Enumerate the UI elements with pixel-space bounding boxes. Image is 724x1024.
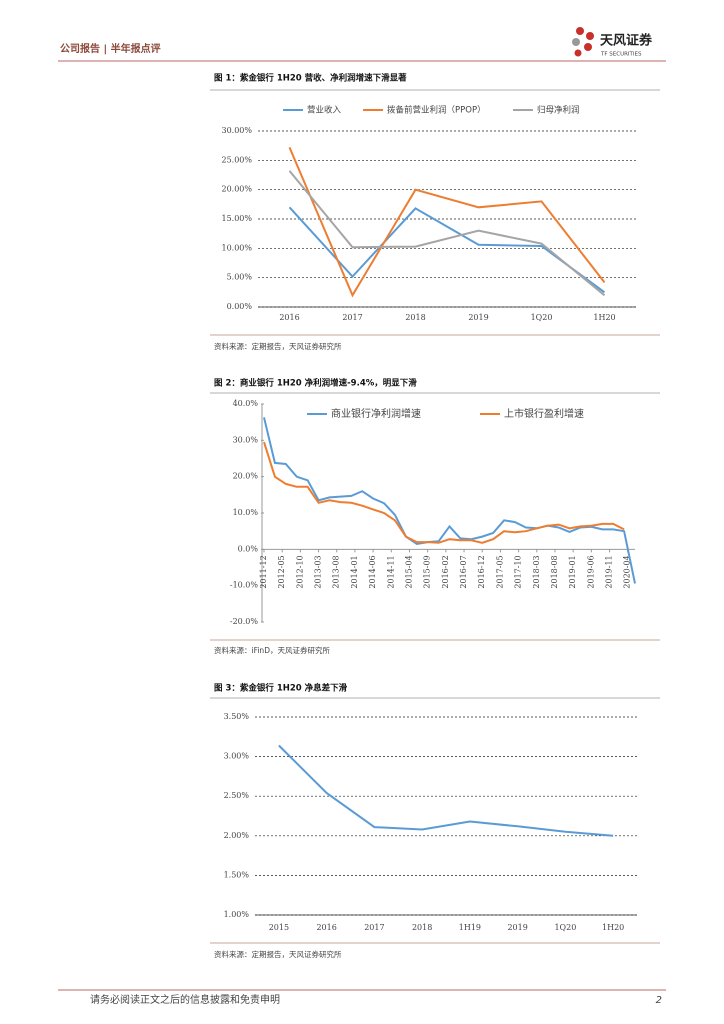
figure-caption: 图 1：紫金银行 1H20 营收、净利润增速下滑显著: [214, 73, 407, 84]
x-tick-label: 2019-11: [605, 555, 614, 588]
series-line: [263, 441, 625, 544]
series-line: [263, 417, 636, 584]
x-tick-label: 2014-01: [350, 555, 359, 588]
x-tick-label: 2011-12: [259, 555, 268, 588]
x-tick-label: 2014-06: [368, 555, 377, 588]
figure-caption: 图 3：紫金银行 1H20 净息差下滑: [214, 683, 348, 694]
x-tick-label: 2014-11: [386, 555, 395, 588]
x-tick-label: 2019: [507, 923, 527, 932]
x-tick-label: 2016-07: [459, 555, 468, 588]
x-tick-label: 2012-05: [277, 555, 286, 588]
x-tick-label: 2018: [412, 923, 432, 932]
y-tick-label: 2.50%: [224, 791, 250, 800]
y-tick-label: 5.00%: [227, 273, 253, 282]
x-tick-label: 2015-04: [404, 555, 413, 588]
y-tick-label: -10.0%: [230, 581, 259, 590]
series-line: [288, 147, 606, 298]
x-tick-label: 2013-08: [332, 555, 341, 588]
y-tick-label: 30.0%: [233, 435, 259, 444]
x-tick-label: 1H20: [602, 923, 624, 932]
x-tick-label: 2020-04: [623, 555, 632, 588]
x-tick-label: 2019-06: [586, 555, 595, 588]
y-tick-label: 1.50%: [224, 870, 250, 879]
series-line: [288, 206, 606, 294]
y-tick-label: 15.00%: [221, 214, 252, 223]
y-tick-label: 30.00%: [221, 126, 252, 135]
x-tick-label: 1Q20: [554, 923, 576, 932]
figure-caption: 图 2：商业银行 1H20 净利润增速-9.4%，明显下滑: [214, 378, 417, 389]
x-tick-label: 2019-01: [568, 555, 577, 588]
series-line: [288, 170, 606, 297]
x-tick-label: 2017-10: [514, 555, 523, 588]
y-tick-label: 0.0%: [238, 544, 259, 553]
x-tick-label: 2016-12: [477, 555, 486, 588]
logo-text: 天风证券: [600, 33, 653, 49]
logo-sub: TF SECURITIES: [600, 52, 642, 58]
footer-disclaimer: 请务必阅读正文之后的信息披露和免责申明: [90, 993, 280, 1006]
y-tick-label: 3.00%: [224, 752, 250, 761]
y-tick-label: 20.0%: [233, 472, 259, 481]
x-tick-label: 1H19: [459, 923, 481, 932]
x-tick-label: 1Q20: [531, 313, 553, 322]
y-tick-label: 10.0%: [233, 508, 259, 517]
source-note: 资料来源：定期报告，天风证券研究所: [214, 341, 342, 351]
y-tick-label: -20.0%: [230, 617, 259, 626]
y-tick-label: 20.00%: [221, 185, 252, 194]
legend-label: 归母净利润: [537, 105, 580, 116]
x-tick-label: 2017: [364, 923, 384, 932]
legend-label: 商业银行净利润增速: [331, 407, 421, 420]
y-tick-label: 0.00%: [227, 302, 253, 311]
x-tick-label: 2018-03: [532, 555, 541, 588]
x-tick-label: 2016-02: [441, 555, 450, 588]
x-tick-label: 2017: [342, 313, 362, 322]
y-tick-label: 10.00%: [221, 243, 252, 252]
x-tick-label: 2016: [316, 923, 336, 932]
x-tick-label: 2012-10: [295, 555, 304, 588]
x-tick-label: 2015: [269, 923, 289, 932]
legend-label: 营业收入: [307, 105, 342, 116]
x-tick-label: 2017-05: [495, 555, 504, 588]
y-tick-label: 2.00%: [224, 831, 250, 840]
y-tick-label: 3.50%: [224, 712, 250, 721]
x-tick-label: 2013-03: [314, 555, 323, 588]
x-tick-label: 2019: [468, 313, 488, 322]
header-left: 公司报告 | 半年报点评: [60, 42, 161, 55]
x-tick-label: 2016: [279, 313, 299, 322]
source-note: 资料来源：定期报告，天风证券研究所: [214, 949, 342, 959]
logo: [572, 27, 594, 57]
y-tick-label: 25.00%: [221, 155, 252, 164]
x-tick-label: 2018: [405, 313, 425, 322]
page-number: 2: [656, 995, 662, 1006]
series-line: [278, 744, 614, 837]
y-tick-label: 1.00%: [224, 910, 250, 919]
legend-label: 上市银行盈利增速: [504, 407, 584, 420]
x-tick-label: 1H20: [593, 313, 615, 322]
source-note: 资料来源：iFinD，天风证券研究所: [214, 645, 330, 655]
x-tick-label: 2018-08: [550, 555, 559, 588]
x-tick-label: 2015-09: [423, 555, 432, 588]
legend-label: 拨备前营业利润（PPOP）: [387, 105, 486, 116]
y-tick-label: 40.0%: [233, 399, 259, 408]
